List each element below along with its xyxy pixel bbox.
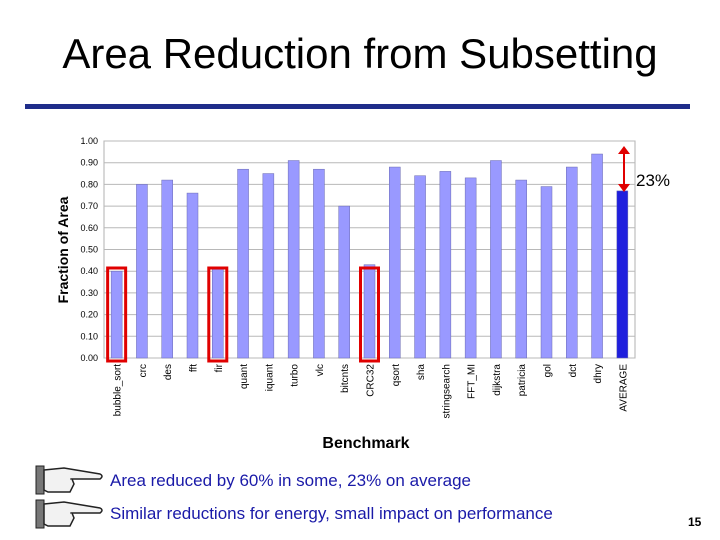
x-tick-label: sha xyxy=(416,364,427,381)
bar-average xyxy=(616,190,629,359)
x-tick-label: gol xyxy=(543,364,554,377)
y-tick-label: 1.00 xyxy=(80,136,98,146)
bar-fft_mi xyxy=(464,177,477,359)
highlight-box-bubble_sort xyxy=(106,266,128,363)
bar-patricia xyxy=(515,179,527,359)
x-tick-label: FFT_MI xyxy=(467,364,478,399)
x-tick-label: iquant xyxy=(264,364,275,391)
highlight-box-fir xyxy=(207,266,229,363)
x-tick-label: AVERAGE xyxy=(618,364,629,412)
bar-des xyxy=(161,179,173,359)
annotation-arrow xyxy=(618,146,630,192)
pointing-hand-icon xyxy=(35,499,103,529)
annotation-label: 23% xyxy=(636,171,670,190)
bar-iquant xyxy=(262,173,275,359)
x-tick-label: fft xyxy=(189,364,200,372)
x-axis-label: Benchmark xyxy=(322,435,409,452)
bullet-text-1: Area reduced by 60% in some, 23% on aver… xyxy=(110,471,472,490)
y-tick-label: 0.80 xyxy=(80,179,98,189)
x-tick-label: CRC32 xyxy=(366,364,377,397)
bar-bitcnts xyxy=(338,205,350,359)
x-tick-labels: bubble_sort crc des fft fir quant iquant turbo v… xyxy=(113,363,630,418)
bar-dhry xyxy=(591,153,603,359)
bar-qsort xyxy=(389,166,401,359)
y-tick-label: 0.60 xyxy=(80,223,98,233)
bullet-text-2: Similar reductions for energy, small imp… xyxy=(110,504,553,523)
slide-title: Area Reduction from Subsetting xyxy=(62,30,658,77)
bar-sha xyxy=(414,175,426,359)
x-tick-label: des xyxy=(163,364,174,380)
page-number: 15 xyxy=(688,515,702,529)
bar-gol xyxy=(540,186,553,359)
pointing-hand-icon xyxy=(35,465,103,495)
annotation-arrow-head-top xyxy=(618,146,630,154)
x-tick-label: patricia xyxy=(517,364,528,397)
bars xyxy=(110,153,629,359)
x-tick-label: bubble_sort xyxy=(113,364,124,416)
bar-fft xyxy=(186,192,199,359)
x-tick-label: dhry xyxy=(593,364,604,383)
x-tick-label: vlc xyxy=(315,364,326,376)
bar-stringsearch xyxy=(439,171,452,359)
x-tick-label: qsort xyxy=(391,364,402,386)
y-tick-label: 0.00 xyxy=(80,353,98,363)
title-underline xyxy=(25,104,690,109)
annotation-arrow-head-bottom xyxy=(618,184,630,192)
bar-dijkstra xyxy=(490,160,502,359)
bar-dct xyxy=(566,166,578,359)
highlight-boxes xyxy=(106,266,380,363)
bar-crc xyxy=(136,184,148,359)
y-tick-label: 0.70 xyxy=(80,201,98,211)
highlight-box-crc32 xyxy=(359,266,380,363)
x-tick-label: stringsearch xyxy=(441,364,452,418)
y-tick-label: 0.90 xyxy=(80,158,98,168)
x-tick-label: turbo xyxy=(290,364,301,387)
y-axis-label: Fraction of Area xyxy=(55,196,71,303)
y-tick-label: 0.20 xyxy=(80,310,98,320)
y-tick-labels: 0.00 0.10 0.20 0.30 0.40 0.50 0.60 0.70 0.80 0.90… xyxy=(80,136,98,363)
x-tick-label: crc xyxy=(138,364,149,377)
bar-vlc xyxy=(313,168,325,359)
x-tick-label: dct xyxy=(568,364,579,378)
bar-crc32 xyxy=(363,264,376,359)
bar-fir xyxy=(212,268,224,359)
y-tick-label: 0.10 xyxy=(80,331,98,341)
bar-turbo xyxy=(287,160,300,359)
y-tick-label: 0.30 xyxy=(80,288,98,298)
x-tick-label: fir xyxy=(214,363,225,372)
y-tick-label: 0.40 xyxy=(80,266,98,276)
bar-bubble_sort xyxy=(110,270,123,359)
bar-quant xyxy=(237,168,249,359)
x-tick-label: quant xyxy=(239,364,250,389)
x-tick-label: bitcnts xyxy=(340,364,351,393)
y-tick-label: 0.50 xyxy=(80,245,98,255)
x-tick-label: dijkstra xyxy=(492,364,503,396)
